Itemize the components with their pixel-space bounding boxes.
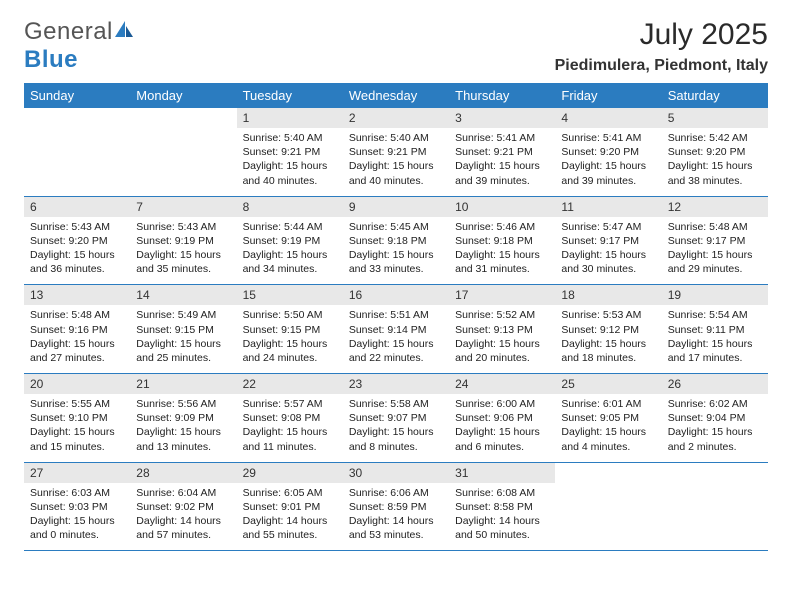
day-number-cell: 15 bbox=[237, 285, 343, 306]
day-number-cell bbox=[24, 108, 130, 128]
day-info-cell bbox=[24, 128, 130, 196]
day-number-cell: 19 bbox=[662, 285, 768, 306]
day-number-cell: 22 bbox=[237, 374, 343, 395]
day-info-cell: Sunrise: 5:50 AMSunset: 9:15 PMDaylight:… bbox=[237, 305, 343, 373]
day-info-cell: Sunrise: 6:01 AMSunset: 9:05 PMDaylight:… bbox=[555, 394, 661, 462]
day-number-cell: 4 bbox=[555, 108, 661, 128]
day-header: Monday bbox=[130, 83, 236, 108]
calendar-body: 12345Sunrise: 5:40 AMSunset: 9:21 PMDayl… bbox=[24, 108, 768, 551]
day-number-cell: 25 bbox=[555, 374, 661, 395]
day-number-cell: 31 bbox=[449, 462, 555, 483]
day-number-cell: 13 bbox=[24, 285, 130, 306]
day-info-cell: Sunrise: 5:54 AMSunset: 9:11 PMDaylight:… bbox=[662, 305, 768, 373]
day-info-cell: Sunrise: 6:03 AMSunset: 9:03 PMDaylight:… bbox=[24, 483, 130, 551]
calendar-header: SundayMondayTuesdayWednesdayThursdayFrid… bbox=[24, 83, 768, 108]
day-info-cell: Sunrise: 6:00 AMSunset: 9:06 PMDaylight:… bbox=[449, 394, 555, 462]
day-info-cell: Sunrise: 5:56 AMSunset: 9:09 PMDaylight:… bbox=[130, 394, 236, 462]
day-info-cell: Sunrise: 5:43 AMSunset: 9:20 PMDaylight:… bbox=[24, 217, 130, 285]
day-info-cell: Sunrise: 5:44 AMSunset: 9:19 PMDaylight:… bbox=[237, 217, 343, 285]
day-number-cell: 7 bbox=[130, 196, 236, 217]
day-info-cell: Sunrise: 6:05 AMSunset: 9:01 PMDaylight:… bbox=[237, 483, 343, 551]
calendar: SundayMondayTuesdayWednesdayThursdayFrid… bbox=[24, 83, 768, 551]
day-info-cell: Sunrise: 5:55 AMSunset: 9:10 PMDaylight:… bbox=[24, 394, 130, 462]
day-header: Thursday bbox=[449, 83, 555, 108]
day-number-cell bbox=[555, 462, 661, 483]
day-number-cell bbox=[662, 462, 768, 483]
day-info-cell: Sunrise: 5:49 AMSunset: 9:15 PMDaylight:… bbox=[130, 305, 236, 373]
day-info-cell: Sunrise: 5:48 AMSunset: 9:17 PMDaylight:… bbox=[662, 217, 768, 285]
day-header: Friday bbox=[555, 83, 661, 108]
day-info-cell: Sunrise: 5:57 AMSunset: 9:08 PMDaylight:… bbox=[237, 394, 343, 462]
day-info-cell: Sunrise: 5:45 AMSunset: 9:18 PMDaylight:… bbox=[343, 217, 449, 285]
day-info-cell: Sunrise: 5:46 AMSunset: 9:18 PMDaylight:… bbox=[449, 217, 555, 285]
day-number-cell: 17 bbox=[449, 285, 555, 306]
day-number-cell: 8 bbox=[237, 196, 343, 217]
title-block: July 2025 Piedimulera, Piedmont, Italy bbox=[555, 18, 768, 75]
day-number-cell: 11 bbox=[555, 196, 661, 217]
day-info-cell: Sunrise: 5:58 AMSunset: 9:07 PMDaylight:… bbox=[343, 394, 449, 462]
day-header: Tuesday bbox=[237, 83, 343, 108]
day-info-cell bbox=[130, 128, 236, 196]
day-info-cell: Sunrise: 6:04 AMSunset: 9:02 PMDaylight:… bbox=[130, 483, 236, 551]
day-number-cell: 3 bbox=[449, 108, 555, 128]
location: Piedimulera, Piedmont, Italy bbox=[555, 57, 768, 75]
day-info-cell: Sunrise: 6:02 AMSunset: 9:04 PMDaylight:… bbox=[662, 394, 768, 462]
month-title: July 2025 bbox=[555, 18, 768, 52]
day-number-cell: 12 bbox=[662, 196, 768, 217]
day-header: Saturday bbox=[662, 83, 768, 108]
day-info-cell: Sunrise: 5:53 AMSunset: 9:12 PMDaylight:… bbox=[555, 305, 661, 373]
day-info-cell bbox=[555, 483, 661, 551]
day-number-cell: 24 bbox=[449, 374, 555, 395]
day-number-cell: 1 bbox=[237, 108, 343, 128]
day-info-cell: Sunrise: 5:41 AMSunset: 9:20 PMDaylight:… bbox=[555, 128, 661, 196]
day-info-cell: Sunrise: 5:40 AMSunset: 9:21 PMDaylight:… bbox=[343, 128, 449, 196]
day-info-cell: Sunrise: 5:48 AMSunset: 9:16 PMDaylight:… bbox=[24, 305, 130, 373]
day-number-cell: 14 bbox=[130, 285, 236, 306]
day-number-cell: 16 bbox=[343, 285, 449, 306]
sail-icon bbox=[113, 18, 135, 46]
day-number-cell: 10 bbox=[449, 196, 555, 217]
day-info-cell: Sunrise: 5:41 AMSunset: 9:21 PMDaylight:… bbox=[449, 128, 555, 196]
brand-logo: GeneralBlue bbox=[24, 18, 135, 74]
day-number-cell: 29 bbox=[237, 462, 343, 483]
day-header: Sunday bbox=[24, 83, 130, 108]
day-number-cell: 26 bbox=[662, 374, 768, 395]
day-number-cell: 6 bbox=[24, 196, 130, 217]
day-info-cell: Sunrise: 5:51 AMSunset: 9:14 PMDaylight:… bbox=[343, 305, 449, 373]
day-number-cell: 28 bbox=[130, 462, 236, 483]
day-info-cell: Sunrise: 6:06 AMSunset: 8:59 PMDaylight:… bbox=[343, 483, 449, 551]
day-number-cell: 21 bbox=[130, 374, 236, 395]
day-info-cell: Sunrise: 5:52 AMSunset: 9:13 PMDaylight:… bbox=[449, 305, 555, 373]
day-number-cell: 2 bbox=[343, 108, 449, 128]
day-number-cell: 27 bbox=[24, 462, 130, 483]
day-number-cell bbox=[130, 108, 236, 128]
day-number-cell: 9 bbox=[343, 196, 449, 217]
brand-name-part2: Blue bbox=[24, 46, 78, 73]
day-info-cell bbox=[662, 483, 768, 551]
day-info-cell: Sunrise: 5:42 AMSunset: 9:20 PMDaylight:… bbox=[662, 128, 768, 196]
day-header: Wednesday bbox=[343, 83, 449, 108]
day-number-cell: 23 bbox=[343, 374, 449, 395]
day-number-cell: 5 bbox=[662, 108, 768, 128]
day-info-cell: Sunrise: 5:47 AMSunset: 9:17 PMDaylight:… bbox=[555, 217, 661, 285]
day-info-cell: Sunrise: 5:40 AMSunset: 9:21 PMDaylight:… bbox=[237, 128, 343, 196]
brand-name-part1: General bbox=[24, 18, 113, 45]
brand-name: GeneralBlue bbox=[24, 18, 135, 74]
day-info-cell: Sunrise: 6:08 AMSunset: 8:58 PMDaylight:… bbox=[449, 483, 555, 551]
day-info-cell: Sunrise: 5:43 AMSunset: 9:19 PMDaylight:… bbox=[130, 217, 236, 285]
header: GeneralBlue July 2025 Piedimulera, Piedm… bbox=[24, 18, 768, 75]
day-number-cell: 18 bbox=[555, 285, 661, 306]
day-number-cell: 20 bbox=[24, 374, 130, 395]
day-number-cell: 30 bbox=[343, 462, 449, 483]
